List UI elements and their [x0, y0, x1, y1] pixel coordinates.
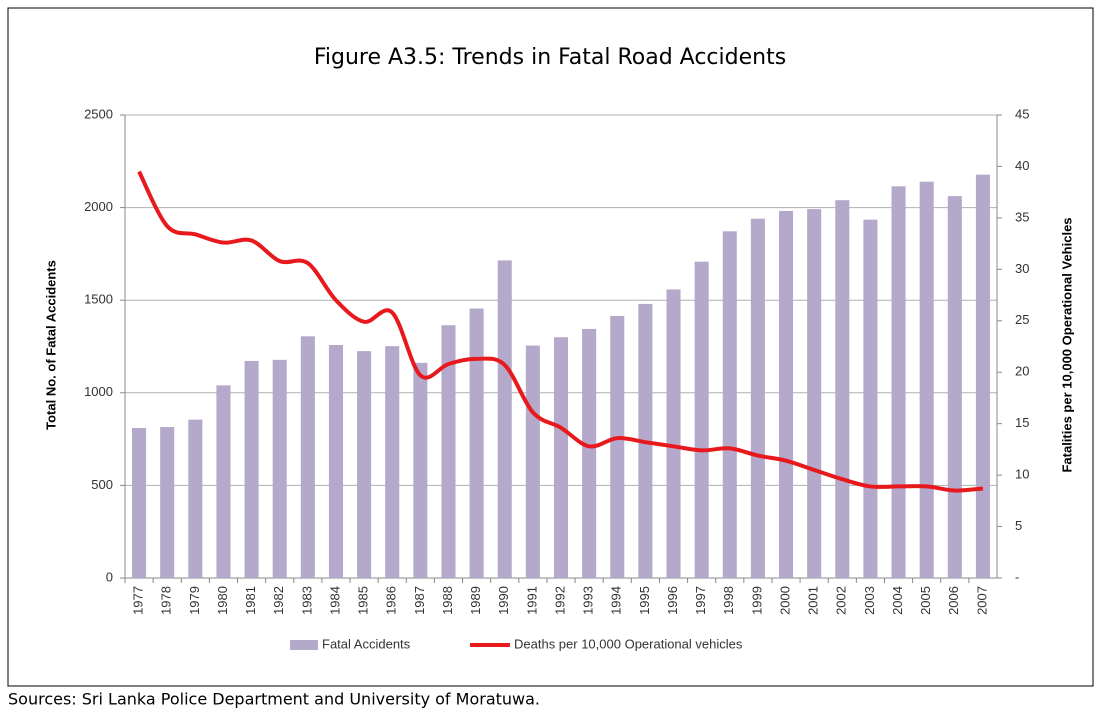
x-tick-label: 1988 [440, 586, 455, 615]
bar [385, 346, 400, 578]
x-tick-label: 1997 [693, 586, 708, 615]
legend-swatch [290, 640, 318, 650]
x-tick-label: 1999 [749, 586, 764, 615]
bar [525, 345, 540, 578]
line [137, 170, 984, 493]
chart-title: Figure A3.5: Trends in Fatal Road Accide… [314, 45, 786, 70]
x-tick-label: 1983 [299, 586, 314, 615]
x-tick-label: 1991 [524, 586, 539, 615]
x-tick-label: 1986 [384, 586, 399, 615]
bar [441, 325, 456, 578]
x-tick-label: 2007 [974, 586, 989, 615]
bar [722, 231, 737, 578]
x-tick-label: 1987 [412, 586, 427, 615]
bar [413, 362, 428, 578]
x-tick-label: 2000 [777, 586, 792, 615]
bar [919, 181, 934, 578]
x-tick-label: 1985 [356, 586, 371, 615]
y2-tick-label: 15 [1015, 415, 1029, 430]
x-tick-label: 2005 [918, 586, 933, 615]
bar [357, 351, 372, 578]
y2-tick-label: 45 [1015, 106, 1029, 121]
x-tick-label: 1990 [496, 586, 511, 615]
bar [947, 196, 962, 578]
y2-axis-label: Fatalities per 10,000 Operational Vehicl… [1059, 217, 1074, 472]
y2-tick-label: 30 [1015, 261, 1029, 276]
bar [244, 360, 259, 578]
x-tick-label: 1992 [552, 586, 567, 615]
y-tick-label: 1000 [84, 384, 113, 399]
legend-label: Fatal Accidents [322, 636, 411, 651]
bar [863, 219, 878, 578]
y2-tick-label: 20 [1015, 364, 1029, 379]
bar [553, 337, 569, 578]
x-tick-label: 1998 [721, 586, 736, 615]
bar [582, 328, 597, 578]
bar [497, 260, 512, 578]
x-tick-label: 1980 [215, 586, 230, 615]
x-tick-label: 2002 [834, 586, 849, 615]
y2-tick-label: 35 [1015, 209, 1029, 224]
bar [216, 385, 231, 578]
bar [891, 186, 906, 578]
bar [328, 345, 343, 578]
x-tick-label: 1978 [159, 586, 174, 615]
y-tick-label: 0 [106, 569, 113, 584]
source-note: Sources: Sri Lanka Police Department and… [8, 690, 540, 709]
bar [807, 209, 822, 578]
x-tick-label: 1981 [243, 586, 258, 615]
frame [7, 7, 1094, 687]
x-tick-label: 1996 [665, 586, 680, 615]
bar [469, 308, 484, 578]
x-tick-label: 2006 [946, 586, 961, 615]
x-tick-label: 1994 [609, 586, 624, 615]
x-tick-label: 2004 [890, 586, 905, 615]
x-tick-label: 1995 [637, 586, 652, 615]
y-axis-label: Total No. of Fatal Accidents [43, 260, 58, 430]
bar [610, 315, 625, 578]
bar [300, 336, 315, 578]
bar [666, 289, 681, 578]
x-tick-label: 1989 [468, 586, 483, 615]
y-tick-label: 1500 [84, 292, 113, 307]
bar [835, 200, 850, 578]
x-tick-label: 1993 [581, 586, 596, 615]
x-tick-label: 2001 [806, 586, 821, 615]
bar [975, 174, 990, 578]
y2-tick-label: 25 [1015, 312, 1029, 327]
x-tick-label: 1982 [271, 586, 286, 615]
y-tick-label: 2500 [84, 106, 113, 121]
bar [694, 261, 709, 578]
y-tick-label: 2000 [84, 199, 113, 214]
legend-label: Deaths per 10,000 Operational vehicles [514, 636, 743, 651]
bar [188, 419, 203, 578]
x-tick-label: 1979 [187, 586, 202, 615]
x-tick-label: 2003 [862, 586, 877, 615]
bar [132, 427, 147, 578]
bar [272, 359, 287, 578]
y2-tick-label: 10 [1015, 467, 1029, 482]
y-tick-label: 500 [91, 477, 113, 492]
y2-tick-label: 5 [1015, 518, 1022, 533]
y2-tick-label: - [1015, 569, 1019, 584]
y2-tick-label: 40 [1015, 158, 1029, 173]
bar [160, 427, 175, 578]
x-tick-label: 1984 [327, 586, 342, 615]
bar [779, 210, 794, 578]
bar [750, 218, 765, 578]
x-tick-label: 1977 [131, 586, 146, 615]
